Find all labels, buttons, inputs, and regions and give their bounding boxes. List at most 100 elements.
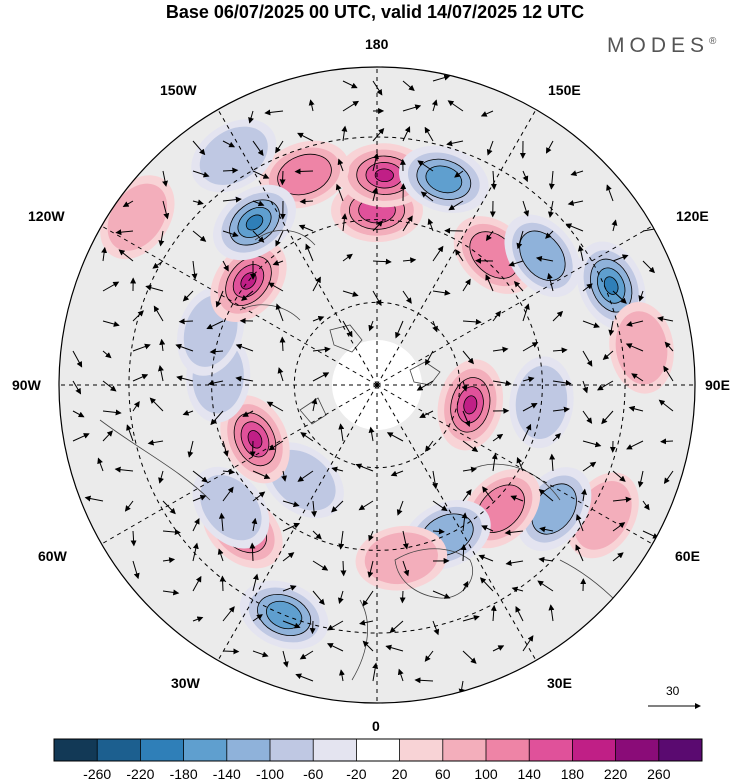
wind-arrow	[368, 426, 375, 442]
wind-arrow	[570, 170, 584, 177]
lon-label-30e: 30E	[547, 675, 572, 691]
wind-arrow	[299, 650, 314, 660]
wind-arrow	[275, 140, 284, 154]
wind-arrow	[402, 530, 409, 550]
wind-arrow	[341, 125, 348, 142]
wind-arrow	[432, 320, 438, 333]
wind-arrow	[206, 320, 224, 330]
wind-arrow	[535, 255, 554, 262]
wind-arrow	[282, 522, 301, 532]
colorbar-swatch	[399, 739, 443, 761]
wind-arrow	[102, 350, 112, 359]
wind-arrow	[130, 530, 137, 547]
wind-arrow	[660, 438, 674, 445]
colorbar-tick-label: 260	[647, 766, 671, 782]
wind-arrow	[522, 403, 538, 412]
wind-arrow	[72, 410, 85, 418]
wind-arrow	[72, 433, 90, 442]
wind-arrow	[522, 376, 535, 383]
wind-arrow	[282, 585, 297, 592]
wind-arrow	[331, 500, 344, 513]
wind-arrow	[367, 560, 374, 578]
wind-arrow	[295, 673, 314, 682]
wind-arrow	[601, 410, 614, 425]
wind-arrow	[248, 110, 254, 124]
wind-arrow	[249, 542, 256, 562]
wind-arrow	[176, 375, 194, 382]
wind-arrow	[305, 243, 314, 262]
wind-arrow	[340, 560, 347, 577]
lon-label-90w: 90W	[12, 377, 41, 393]
wind-arrow	[122, 200, 134, 207]
wind-arrow	[582, 410, 593, 424]
wind-arrow	[102, 430, 113, 442]
modes-logo: MODES®	[607, 34, 716, 58]
registered-mark: ®	[709, 36, 717, 47]
wind-arrow	[462, 466, 478, 473]
wind-arrow	[431, 99, 438, 112]
wind-arrow	[461, 380, 468, 392]
colorbar-tick-label: 20	[391, 766, 408, 782]
lon-label-30w: 30W	[171, 675, 200, 691]
wind-arrow	[331, 466, 344, 473]
anomaly-layer	[100, 119, 674, 650]
wind-arrow	[114, 466, 134, 473]
wind-arrow	[492, 645, 505, 652]
wind-arrow	[312, 590, 325, 606]
wind-arrow	[490, 170, 497, 190]
wind-arrow	[279, 336, 286, 352]
wind-arrow	[582, 440, 602, 448]
wind-arrow	[162, 589, 180, 596]
wind-arrow	[210, 410, 224, 426]
lon-label-0: 0	[372, 718, 380, 734]
colorbar-swatch	[442, 739, 486, 761]
wind-arrow	[217, 548, 224, 562]
wind-arrow	[504, 529, 524, 536]
lon-label-150w: 150W	[160, 82, 197, 98]
wind-arrow	[505, 559, 524, 566]
wind-arrow	[294, 168, 314, 175]
wind-arrow	[312, 530, 322, 540]
wind-arrow	[118, 249, 134, 262]
brand-name: MODES	[607, 34, 710, 57]
wind-arrow	[396, 500, 404, 516]
wind-arrow	[115, 229, 134, 236]
wind-arrow	[537, 580, 554, 592]
lon-label-180: 180	[365, 36, 389, 52]
wind-arrow	[402, 126, 411, 142]
wind-arrow	[663, 365, 674, 382]
wind-arrow	[522, 635, 534, 652]
wind-arrow	[612, 496, 632, 503]
wind-arrow	[222, 606, 235, 622]
wind-arrow	[102, 320, 120, 327]
wind-arrow	[462, 615, 480, 622]
wind-arrow	[222, 486, 234, 502]
wind-arrow	[359, 619, 374, 626]
wind-arrow	[300, 432, 314, 442]
colorbar-swatch	[529, 739, 573, 761]
positive-anomaly-19	[220, 395, 290, 484]
wind-arrow	[552, 406, 570, 413]
wind-arrow	[266, 401, 284, 412]
wind-arrow	[264, 109, 284, 116]
negative-anomaly-23	[213, 184, 296, 261]
positive-anomaly-7	[609, 302, 674, 394]
map-border	[58, 66, 696, 704]
wind-arrow	[582, 350, 593, 367]
wind-arrow	[420, 191, 434, 202]
wind-arrow	[402, 560, 410, 577]
wind-arrow	[522, 303, 530, 322]
wind-arrow	[97, 457, 104, 472]
wind-arrow	[424, 650, 434, 662]
wind-arrow	[549, 453, 556, 472]
wind-arrow	[432, 528, 445, 535]
wind-vectors	[72, 74, 674, 695]
wind-arrow	[102, 281, 120, 292]
wind-arrow	[191, 260, 198, 280]
colorbar-swatch	[97, 739, 141, 761]
wind-arrow	[397, 668, 404, 682]
wind-arrow	[552, 347, 568, 354]
wind-arrow	[308, 99, 315, 112]
wind-arrow	[342, 100, 360, 112]
wind-arrow	[427, 218, 434, 232]
